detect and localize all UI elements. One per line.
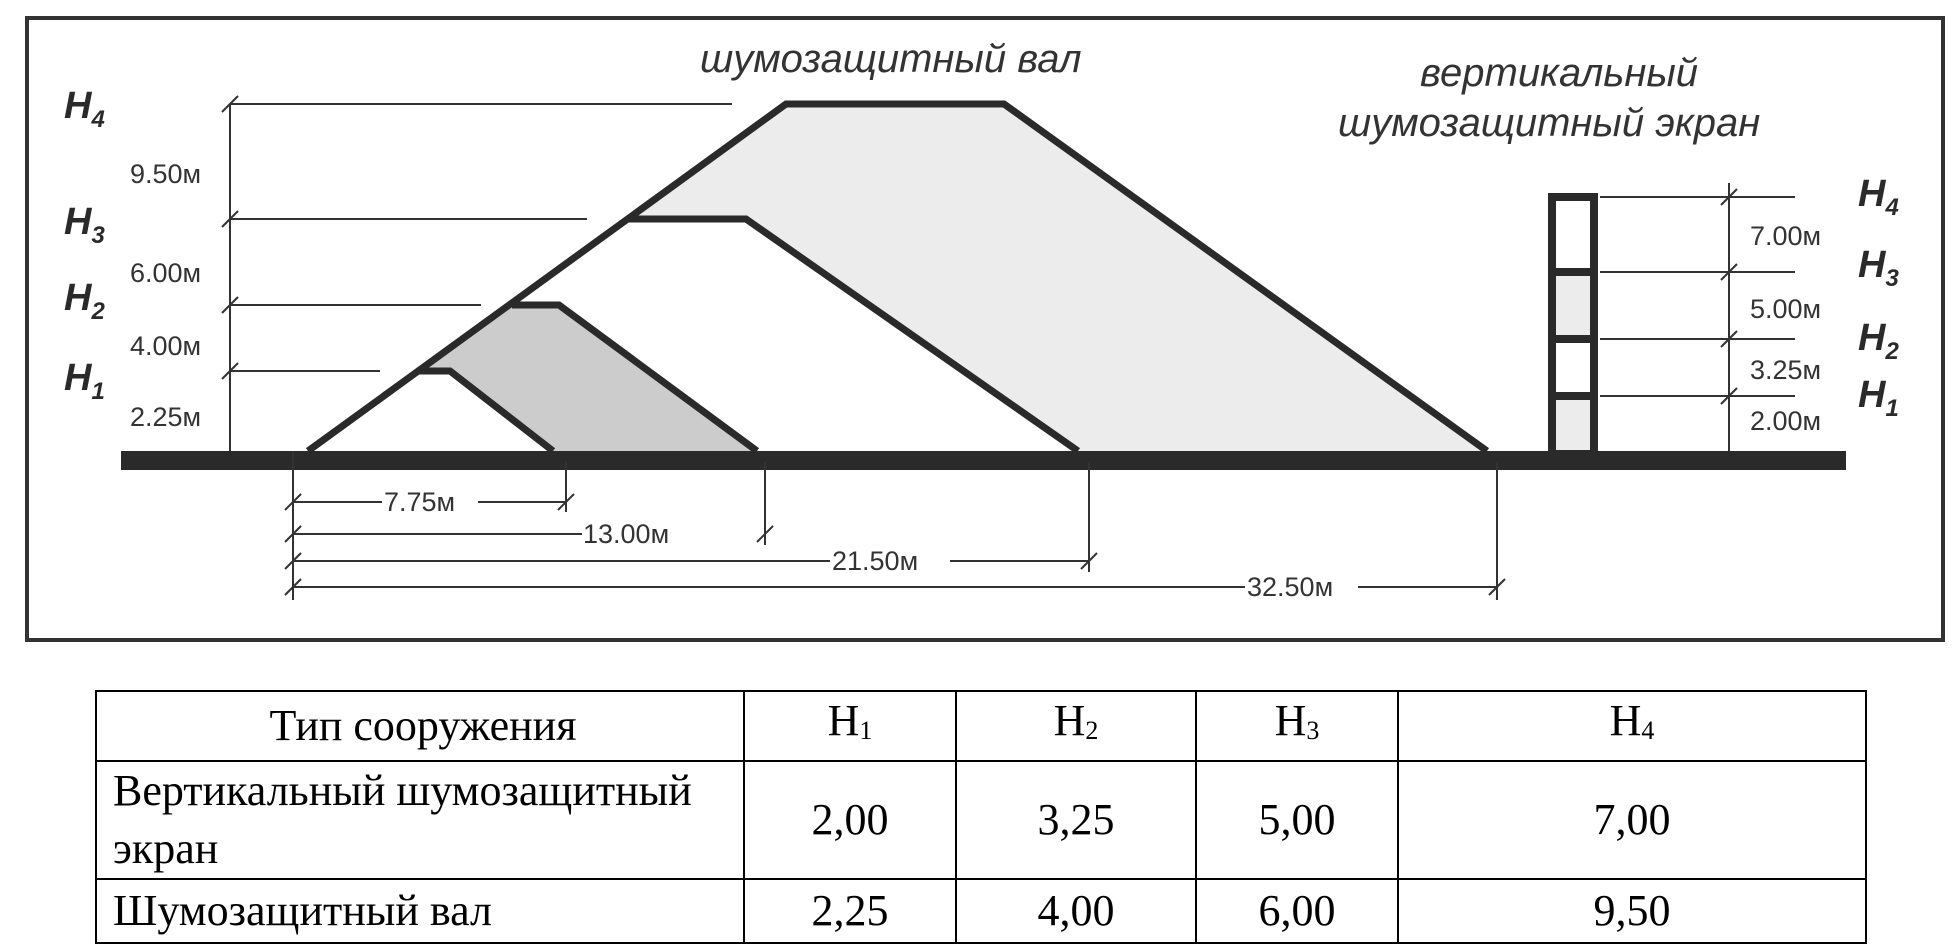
header-type: Тип сооружения	[95, 690, 745, 762]
table-row: Вертикальный шумозащитный экран 2,00 3,2…	[95, 760, 1867, 880]
header-h3: H3	[1195, 690, 1399, 762]
row-type: Вертикальный шумозащитный экран	[95, 760, 745, 880]
cell-h3: 6,00	[1195, 878, 1399, 944]
embankment-h2-dim: 4.00м	[130, 331, 201, 361]
cell-h4: 9,50	[1397, 878, 1867, 944]
embankment-h1-outline	[417, 367, 556, 454]
screen-h4-dim: 7.00м	[1750, 221, 1821, 251]
vertical-screen	[1548, 193, 1598, 458]
cell-h2: 3,25	[955, 760, 1197, 880]
screen-h1-dim: 2.00м	[1750, 406, 1821, 436]
header-h2: H2	[955, 690, 1197, 762]
base-width-h4: 32.50м	[1247, 572, 1333, 602]
screen-title-line1: вертикальный	[1420, 51, 1698, 95]
embankment-h1-label: H1	[64, 357, 105, 405]
header-h1: H1	[743, 690, 957, 762]
header-h4: H4	[1397, 690, 1867, 762]
embankment-h1-dim: 2.25м	[130, 402, 201, 432]
cell-h1: 2,00	[743, 760, 957, 880]
embankment-h2-outline	[512, 301, 760, 454]
embankment-h3-outline	[627, 215, 1081, 454]
cross-section-diagram: шумозащитный вал вертикальный шумозащитн…	[25, 16, 1945, 642]
embankment-title: шумозащитный вал	[700, 37, 1082, 81]
screen-title-line2: шумозащитный экран	[1338, 101, 1760, 145]
screen-h4-label: H4	[1858, 173, 1899, 221]
table-row: Шумозащитный вал 2,25 4,00 6,00 9,50	[95, 878, 1867, 944]
cell-h4: 7,00	[1397, 760, 1867, 880]
cell-h3: 5,00	[1195, 760, 1399, 880]
ground-line	[121, 451, 1846, 470]
embankment-h3-label: H3	[64, 201, 105, 249]
heights-table: Тип сооружения H1 H2 H3 H4 Вертикальный …	[95, 690, 1867, 944]
embankment-h4-label: H4	[64, 85, 105, 133]
screen-h2-dim: 3.25м	[1750, 355, 1821, 385]
embankment-h4-dim: 9.50м	[130, 159, 201, 189]
screen-h3-label: H3	[1858, 244, 1899, 292]
base-width-h1: 7.75м	[384, 487, 455, 517]
screen-h3-dim: 5.00м	[1750, 294, 1821, 324]
screen-h2-label: H2	[1858, 317, 1899, 365]
cell-h2: 4,00	[955, 878, 1197, 944]
base-width-h3: 21.50м	[832, 546, 918, 576]
embankment-h4-outline	[305, 100, 1490, 454]
row-type: Шумозащитный вал	[95, 878, 745, 944]
screen-h1-label: H1	[1858, 374, 1899, 422]
embankment-h3-dim: 6.00м	[130, 258, 201, 288]
cell-h1: 2,25	[743, 878, 957, 944]
base-width-h2: 13.00м	[583, 519, 669, 549]
embankment-h2-label: H2	[64, 277, 105, 325]
embankment-h1-fill	[308, 371, 553, 451]
table-header-row: Тип сооружения H1 H2 H3 H4	[95, 690, 1867, 762]
